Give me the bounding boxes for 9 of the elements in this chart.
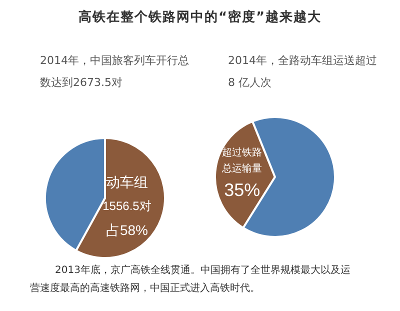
slice-label: 动车组 xyxy=(106,174,148,190)
text: 1556.5对 xyxy=(102,199,152,214)
slice-label: 超过铁路总运输量 xyxy=(221,146,262,175)
chart-subtitle: 2014年，中国旅客列车开行总数达到2673.5对 xyxy=(40,53,190,91)
data-label: 35% xyxy=(224,180,260,200)
text: 2013年底，京广高铁全线贯通。中国拥有了全世界规模最大以及运营速度最高的高速铁路网，中国正式进入高铁时代。 xyxy=(30,264,352,296)
chart-subtitle: 2014年，全路动车组运送超过 8 亿人次 xyxy=(228,53,378,91)
data-label: 占58% xyxy=(106,222,148,238)
text: 高铁在整个铁路网中的“密度”越来越大 xyxy=(77,8,323,26)
